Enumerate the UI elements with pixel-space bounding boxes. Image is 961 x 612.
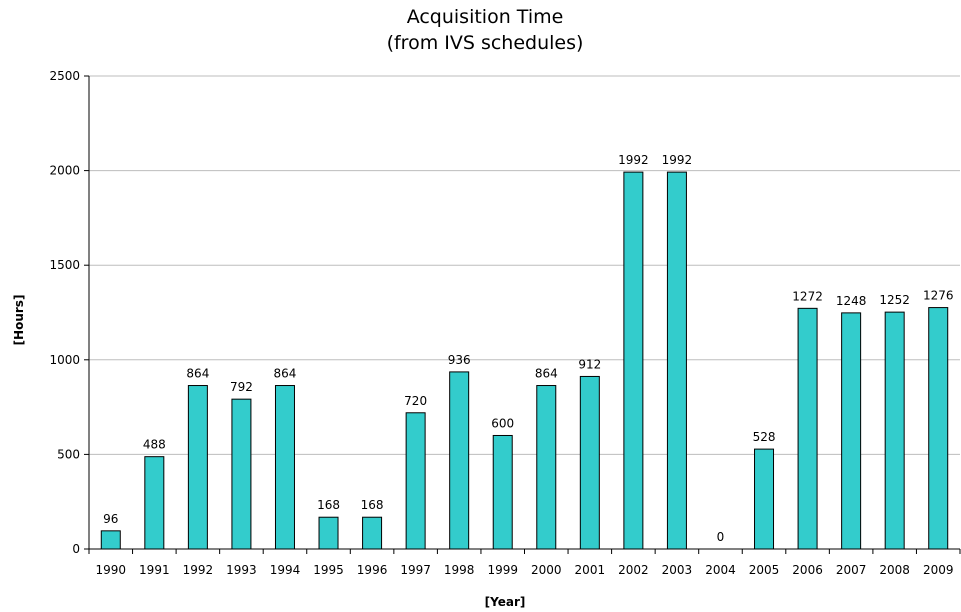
x-tick-label: 2003 xyxy=(662,563,693,577)
data-label-1990: 96 xyxy=(103,512,118,526)
data-label-2008: 1252 xyxy=(879,293,910,307)
chart-title: Acquisition Time xyxy=(407,6,564,28)
data-label-1994: 864 xyxy=(274,367,297,381)
x-tick-label: 1996 xyxy=(357,563,388,577)
x-tick-label: 1999 xyxy=(487,563,518,577)
x-tick-label: 2008 xyxy=(879,563,910,577)
x-tick-label: 1998 xyxy=(444,563,475,577)
x-tick-label: 2007 xyxy=(836,563,867,577)
y-tick-label: 2000 xyxy=(49,164,80,178)
bar-1994 xyxy=(274,385,295,550)
x-tick-label: 2002 xyxy=(618,563,649,577)
bar-2008 xyxy=(884,311,905,550)
x-tick-label: 1990 xyxy=(96,563,127,577)
bar-1991 xyxy=(144,456,165,550)
bar-1992 xyxy=(187,385,208,550)
data-label-1992: 864 xyxy=(186,367,209,381)
data-label-1999: 600 xyxy=(491,416,514,430)
bar-1990 xyxy=(100,530,121,550)
data-label-2001: 912 xyxy=(578,357,601,371)
x-tick-label: 1992 xyxy=(183,563,214,577)
data-label-2009: 1276 xyxy=(923,289,954,303)
data-label-1996: 168 xyxy=(361,498,384,512)
bar-1993 xyxy=(231,398,252,550)
data-label-2006: 1272 xyxy=(792,289,823,303)
x-tick-label: 2000 xyxy=(531,563,562,577)
x-tick-label: 2005 xyxy=(749,563,780,577)
bar-2007 xyxy=(841,312,862,550)
bar-1998 xyxy=(449,371,470,550)
x-tick-label: 2009 xyxy=(923,563,954,577)
bar-2006 xyxy=(797,307,818,550)
x-tick-label: 1997 xyxy=(400,563,431,577)
data-label-2003: 1992 xyxy=(662,153,693,167)
bar-1997 xyxy=(405,412,426,550)
x-axis-ticks: 1990 1991 1992 1993 1994 1995 1996 1997 1998 1999… xyxy=(88,549,961,577)
data-label-1995: 168 xyxy=(317,498,340,512)
data-label-2000: 864 xyxy=(535,367,558,381)
gridlines xyxy=(89,75,960,455)
chart-subtitle: (from IVS schedules) xyxy=(387,32,584,54)
data-label-1993: 792 xyxy=(230,380,253,394)
y-axis-ticks: 0 500 1000 1500 2000 2500 xyxy=(49,69,89,556)
bar-1995 xyxy=(318,516,339,550)
bar-2005 xyxy=(754,448,775,550)
bar-1996 xyxy=(362,516,383,550)
bar-2003 xyxy=(666,171,687,550)
bar-2009 xyxy=(928,307,949,550)
data-label-2007: 1248 xyxy=(836,294,867,308)
data-label-1998: 936 xyxy=(448,353,471,367)
x-tick-label: 1994 xyxy=(270,563,301,577)
y-tick-label: 1500 xyxy=(49,258,80,272)
bars xyxy=(100,171,949,550)
bar-2001 xyxy=(579,375,600,550)
x-tick-label: 1991 xyxy=(139,563,170,577)
x-tick-label: 2006 xyxy=(792,563,823,577)
x-axis-label: [Year] xyxy=(485,595,526,609)
x-tick-label: 2001 xyxy=(575,563,606,577)
data-label-1991: 488 xyxy=(143,438,166,452)
y-tick-label: 500 xyxy=(57,447,80,461)
y-tick-label: 1000 xyxy=(49,353,80,367)
data-label-2004: 0 xyxy=(717,530,725,544)
data-labels: 96 488 864 792 864 168 168 720 936 600 864 912 1992 1… xyxy=(103,153,953,544)
x-tick-label: 1995 xyxy=(313,563,344,577)
y-axis-label: [Hours] xyxy=(12,295,26,346)
bar-2000 xyxy=(536,385,557,550)
y-tick-label: 2500 xyxy=(49,69,80,83)
data-label-2002: 1992 xyxy=(618,153,649,167)
data-label-2005: 528 xyxy=(753,430,776,444)
y-tick-label: 0 xyxy=(72,542,80,556)
x-tick-label: 2004 xyxy=(705,563,736,577)
data-label-1997: 720 xyxy=(404,394,427,408)
bar-1999 xyxy=(492,434,513,550)
bar-2002 xyxy=(623,171,644,550)
axes xyxy=(88,76,960,550)
x-tick-label: 1993 xyxy=(226,563,257,577)
